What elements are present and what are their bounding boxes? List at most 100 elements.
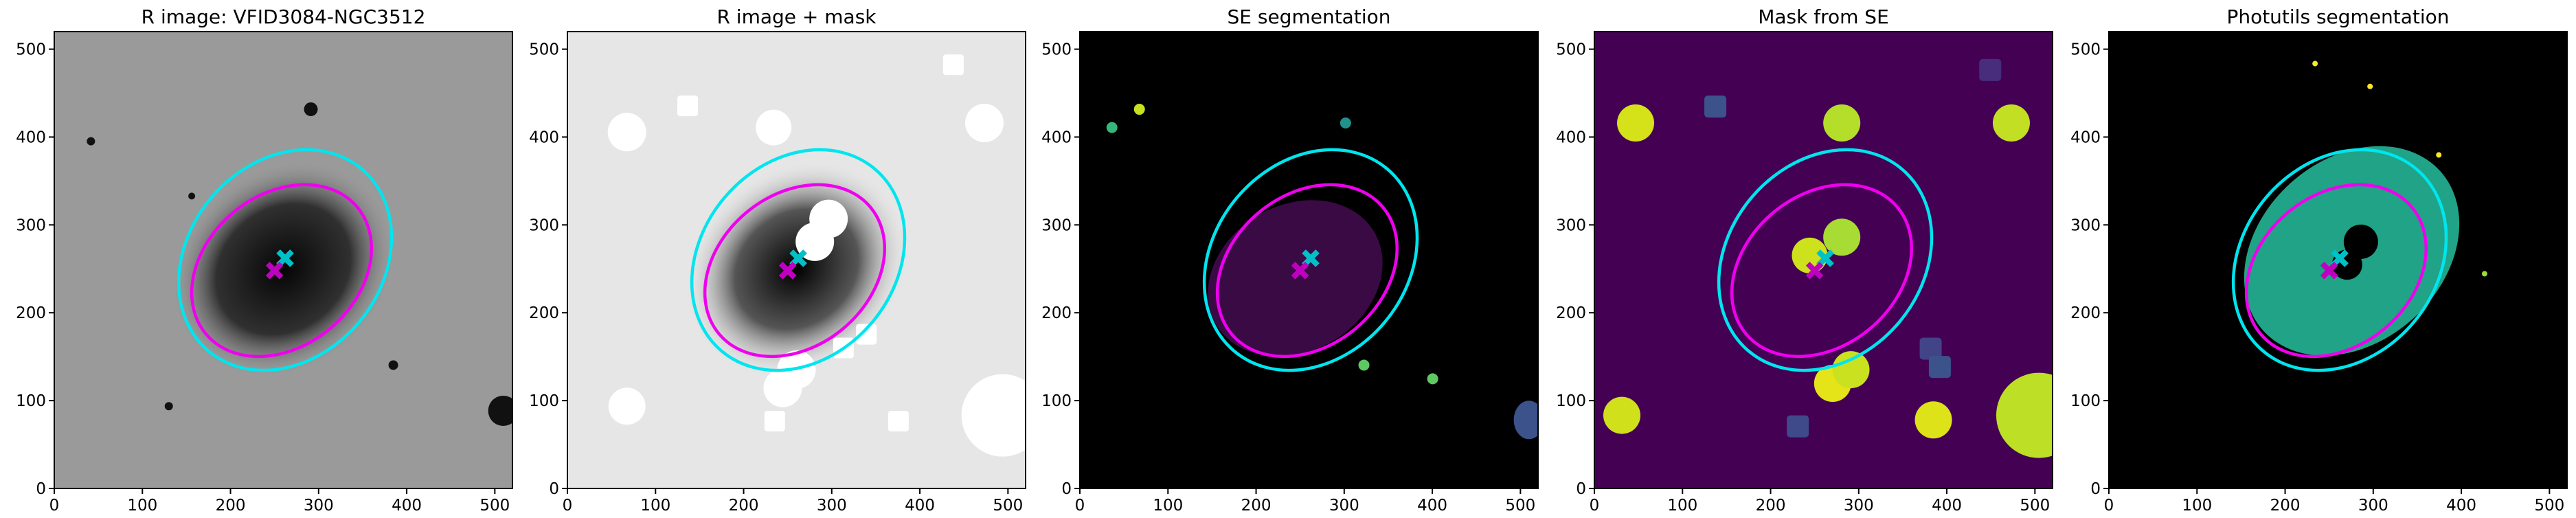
- y-tick-label: 400: [2070, 128, 2101, 146]
- y-tick-label: 300: [16, 216, 46, 234]
- x-tick-label: 500: [993, 497, 1023, 515]
- x-tick-label: 500: [2534, 497, 2564, 515]
- panel: SE segmentation 0 100 200 300 400 500 0 100 200 30…: [1041, 5, 1539, 515]
- image: [54, 32, 512, 488]
- y-tick-label: 500: [2070, 41, 2101, 59]
- panel: R image + mask 0 100 200 300 400 500 0 100 200 300…: [529, 5, 1026, 515]
- y-tick-label: 100: [16, 392, 46, 410]
- x-tick-label: 100: [2182, 497, 2212, 515]
- y-tick-label: 300: [529, 216, 559, 234]
- y-tick-label: 100: [529, 392, 559, 410]
- x-tick-label: 500: [2020, 497, 2050, 515]
- x-tick-label: 0: [49, 497, 60, 515]
- panel: R image: VFID3084-NGC3512 0 100 200 300 400 50…: [16, 5, 513, 515]
- mask-circle: [608, 387, 646, 425]
- y-tick-label: 100: [1556, 392, 1586, 410]
- x-tick-label: 300: [304, 497, 334, 515]
- star: [304, 102, 318, 117]
- y-tick-label: 0: [1576, 480, 1586, 498]
- panel-title: Mask from SE: [1758, 5, 1889, 28]
- x-tick-label: 200: [1241, 497, 1272, 515]
- star: [488, 395, 512, 426]
- mask-circle: [964, 104, 1004, 142]
- mask-square: [1704, 95, 1727, 118]
- y-tick-label: 300: [2070, 216, 2101, 234]
- mask-square: [1787, 415, 1809, 438]
- mask-circle: [1996, 372, 2053, 458]
- mask-circle: [756, 109, 792, 146]
- mask-square: [1979, 58, 2002, 81]
- mask-circle: [1832, 351, 1870, 389]
- galaxy: [171, 160, 396, 378]
- segment: [1513, 401, 1538, 440]
- y-tick-label: 400: [1556, 128, 1586, 146]
- mask-square: [856, 324, 877, 345]
- segment: [1106, 122, 1118, 133]
- y-tick-label: 200: [16, 304, 46, 322]
- axes-frame: [54, 31, 513, 489]
- mask-circle: [1823, 104, 1861, 142]
- x-tick-label: 400: [1932, 497, 1962, 515]
- center-marker: [1805, 262, 1824, 280]
- segment: [2436, 152, 2442, 158]
- x-tick-label: 100: [640, 497, 670, 515]
- aperture-ellipse: [1202, 148, 1419, 372]
- y-tick-label: 500: [16, 41, 46, 59]
- y-tick-label: 100: [1041, 392, 1072, 410]
- x-tick-label: 0: [563, 497, 573, 515]
- x-tick-label: 200: [729, 497, 759, 515]
- center-marker: [2320, 262, 2338, 280]
- segment: [1358, 359, 1370, 371]
- mask-square: [1928, 356, 1951, 379]
- mask-circle: [1603, 396, 1641, 434]
- star: [388, 360, 398, 370]
- y-tick-label: 500: [1041, 41, 1072, 59]
- x-tick-label: 500: [479, 497, 510, 515]
- x-tick-label: 0: [1075, 497, 1085, 515]
- segment: [1340, 117, 1351, 128]
- mask-circle: [1823, 218, 1861, 256]
- y-tick-label: 500: [1556, 41, 1586, 59]
- segment: [2312, 60, 2318, 67]
- y-tick-label: 400: [1041, 128, 1072, 146]
- x-tick-label: 300: [1844, 497, 1874, 515]
- x-tick-label: 400: [2446, 497, 2476, 515]
- mask-square: [677, 95, 699, 117]
- x-tick-label: 500: [1505, 497, 1535, 515]
- center-marker: [1291, 262, 1309, 280]
- x-tick-label: 100: [127, 497, 157, 515]
- panel: Photutils segmentation 0 100 200 300 400 500 0 1…: [2070, 5, 2568, 515]
- mask-circle: [607, 113, 646, 152]
- x-tick-label: 100: [1667, 497, 1697, 515]
- star: [188, 192, 196, 200]
- x-tick-label: 300: [817, 497, 847, 515]
- axes-frame: [1079, 31, 1539, 489]
- mask-circle: [1914, 401, 1952, 439]
- axes-frame: [1594, 31, 2053, 489]
- center-marker: [778, 262, 797, 280]
- image: [567, 32, 1026, 488]
- panel-title: SE segmentation: [1228, 5, 1391, 28]
- x-tick-label: 300: [2358, 497, 2388, 515]
- aperture-ellipse: [2244, 183, 2428, 359]
- x-tick-label: 200: [2270, 497, 2301, 515]
- image: [1594, 32, 2053, 488]
- galaxy: [684, 160, 909, 378]
- mask-square: [1919, 337, 1942, 360]
- mask-square: [942, 54, 964, 76]
- y-tick-label: 500: [529, 41, 559, 59]
- segment: [2481, 271, 2487, 277]
- x-tick-label: 100: [1153, 497, 1183, 515]
- y-tick-label: 400: [529, 128, 559, 146]
- panel-title: Photutils segmentation: [2226, 5, 2449, 28]
- x-tick-label: 200: [216, 497, 246, 515]
- aperture-ellipse: [690, 148, 907, 372]
- x-tick-label: 0: [1590, 497, 1600, 515]
- x-tick-label: 200: [1756, 497, 1786, 515]
- y-tick-label: 300: [1041, 216, 1072, 234]
- x-tick-label: 400: [392, 497, 422, 515]
- mask-square: [888, 410, 909, 431]
- y-tick-label: 0: [1061, 480, 1072, 498]
- y-tick-label: 400: [16, 128, 46, 146]
- center-marker: [265, 262, 284, 280]
